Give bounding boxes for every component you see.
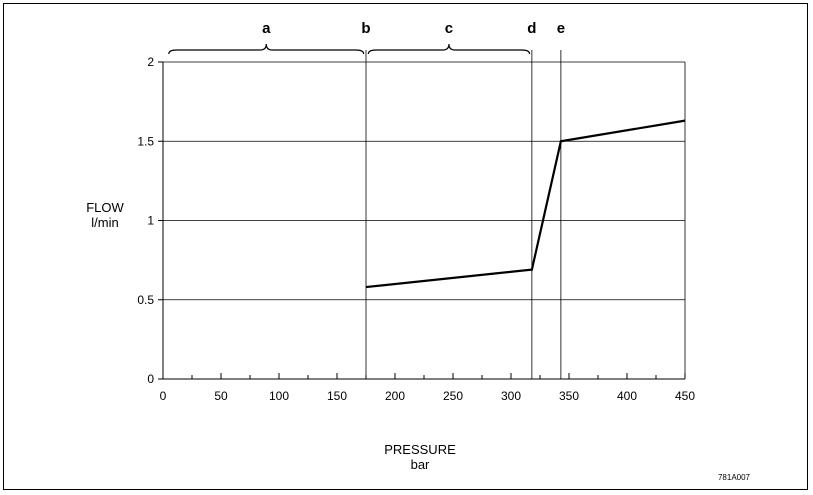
x-tick-label: 250 — [443, 389, 463, 403]
y-tick-label: 0 — [147, 372, 154, 386]
x-tick-label: 300 — [501, 389, 521, 403]
y-tick-label: 1.5 — [137, 134, 154, 148]
y-tick-label: 0.5 — [137, 293, 154, 307]
axis-layer: 0 0.5 1 1.5 2 0 50 100 150 200 250 300 350 400 450 — [137, 55, 695, 403]
marker-label-e: e — [557, 20, 565, 37]
figure-code: 781A007 — [718, 473, 751, 482]
x-tick-label: 350 — [559, 389, 579, 403]
zone-brace-a — [168, 43, 365, 55]
x-tick-label: 100 — [269, 389, 289, 403]
x-axis-unit: bar — [411, 457, 430, 472]
marker-label-d: d — [527, 20, 536, 37]
y-axis-title: FLOW — [86, 200, 124, 215]
y-axis-unit: l/min — [91, 215, 118, 230]
zone-label-c: c — [445, 20, 453, 37]
series-layer — [365, 119, 686, 289]
flow-curve — [365, 119, 686, 289]
x-tick-label: 400 — [617, 389, 637, 403]
x-axis-title: PRESSURE — [384, 442, 456, 457]
marker-layer: b d ea c — [168, 20, 565, 379]
y-tick-label: 1 — [147, 214, 154, 228]
x-tick-label: 450 — [675, 389, 695, 403]
y-tick-label: 2 — [147, 55, 154, 69]
marker-label-b: b — [361, 20, 370, 37]
x-tick-label: 0 — [160, 389, 167, 403]
zone-brace-c — [367, 43, 531, 55]
x-tick-label: 150 — [327, 389, 347, 403]
x-tick-label: 200 — [385, 389, 405, 403]
x-tick-label: 50 — [214, 389, 228, 403]
grid-layer — [163, 61, 685, 301]
zone-label-a: a — [262, 20, 271, 37]
figure-frame — [3, 3, 808, 490]
